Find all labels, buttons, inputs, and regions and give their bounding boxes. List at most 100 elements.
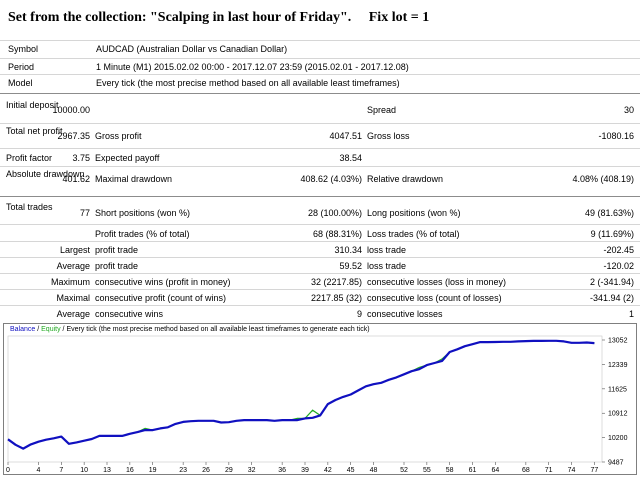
initial-deposit-value: 10000.00 [52, 105, 90, 115]
x-tick-label: 16 [126, 467, 134, 474]
total-trades-value: 77 [79, 208, 90, 218]
loss-trades-label: Loss trades (% of total) [367, 229, 460, 239]
plot-frame [7, 335, 603, 463]
gross-loss-label: Gross loss [367, 131, 410, 141]
avg-cons-losses-label: consecutive losses [367, 309, 443, 319]
y-tick-label: 10200 [608, 435, 628, 442]
x-tick-label: 23 [179, 467, 187, 474]
divider [0, 58, 640, 59]
profit-factor-value: 3.75 [72, 153, 90, 163]
model-label: Model [8, 78, 33, 88]
divider [0, 123, 640, 124]
long-positions-label: Long positions (won %) [367, 208, 461, 218]
report-title-text: Set from the collection: "Scalping in la… [8, 10, 352, 25]
y-tick-label: 11625 [608, 386, 627, 393]
largest-profit-value: 310.34 [334, 245, 362, 255]
initial-deposit-label: Initial deposit [6, 100, 59, 110]
y-tick-label: 9487 [608, 460, 624, 467]
average-loss-value: -120.02 [603, 261, 634, 271]
x-tick-label: 19 [149, 467, 157, 474]
legend-separator: / [35, 326, 42, 333]
divider [0, 166, 640, 167]
maximal-drawdown-value: 408.62 (4.03%) [300, 174, 362, 184]
gross-profit-value: 4047.51 [329, 131, 362, 141]
expected-payoff-value: 38.54 [339, 153, 362, 163]
expected-payoff-label: Expected payoff [95, 153, 160, 163]
x-tick-label: 26 [202, 467, 210, 474]
x-tick-label: 45 [347, 467, 355, 474]
relative-drawdown-label: Relative drawdown [367, 174, 444, 184]
x-tick-label: 48 [370, 467, 378, 474]
fix-lot-label: Fix lot = 1 [368, 10, 430, 25]
divider [0, 273, 640, 274]
average-profit-value: 59.52 [339, 261, 362, 271]
chart-legend: Balance / Equity / Every tick (the most … [10, 326, 370, 333]
period-value: 1 Minute (M1) 2015.02.02 00:00 - 2017.12… [96, 62, 409, 72]
gross-profit-label: Gross profit [95, 131, 142, 141]
avg-cons-wins-value: 9 [356, 309, 362, 319]
x-tick-label: 74 [568, 467, 576, 474]
max-cons-losses-value: 2 (-341.94) [589, 277, 634, 287]
profit-trades-label: Profit trades (% of total) [95, 229, 190, 239]
divider [0, 93, 640, 94]
largest-loss-value: -202.45 [603, 245, 634, 255]
average-label: Average [56, 261, 90, 271]
loss-trades-value: 9 (11.69%) [590, 229, 634, 239]
x-tick-label: 68 [522, 467, 530, 474]
divider [0, 241, 640, 242]
y-tick-label: 12339 [608, 362, 628, 369]
maximum-label: Maximum [50, 277, 90, 287]
legend-equity: Equity [41, 326, 61, 333]
balance-line [7, 339, 595, 450]
x-tick-label: 39 [301, 467, 309, 474]
period-label: Period [8, 62, 35, 72]
profit-factor-label: Profit factor [6, 153, 53, 163]
balance-chart: 13052 12339 11625 10912 10200 9487 0 4 7 10 13 16 19… [3, 323, 637, 475]
divider [0, 74, 640, 75]
largest-profit-label: profit trade [95, 245, 139, 255]
max-cons-wins-label: consecutive wins (profit in money) [95, 277, 231, 287]
x-tick-label: 7 [59, 467, 63, 474]
x-tick-label: 64 [491, 467, 499, 474]
total-trades-label: Total trades [6, 202, 53, 212]
average2-label: Average [56, 309, 90, 319]
divider [0, 257, 640, 258]
gross-loss-value: -1080.16 [598, 131, 634, 141]
profit-trades-value: 68 (88.31%) [312, 229, 362, 239]
maximal-cons-profit-label: consecutive profit (count of wins) [95, 293, 227, 303]
largest-label: Largest [59, 245, 90, 255]
total-net-profit-value: 2967.35 [57, 131, 90, 141]
spread-label: Spread [367, 105, 397, 115]
average-profit-label: profit trade [95, 261, 139, 271]
long-positions-value: 49 (81.63%) [584, 208, 634, 218]
model-value: Every tick (the most precise method base… [96, 78, 400, 88]
x-tick-label: 10 [80, 467, 88, 474]
x-tick-label: 71 [545, 467, 553, 474]
divider [0, 148, 640, 149]
x-tick-label: 32 [248, 467, 256, 474]
divider [0, 196, 640, 197]
absolute-drawdown-value: 401.62 [62, 174, 90, 184]
x-tick-label: 55 [423, 467, 431, 474]
divider [0, 305, 640, 306]
relative-drawdown-value: 4.08% (408.19) [572, 174, 634, 184]
x-tick-label: 61 [469, 467, 477, 474]
max-cons-wins-value: 32 (2217.85) [310, 277, 362, 287]
symbol-value: AUDCAD (Australian Dollar vs Canadian Do… [96, 44, 288, 54]
x-tick-label: 58 [446, 467, 454, 474]
y-tick-label: 10912 [608, 411, 628, 418]
max-cons-losses-label: consecutive losses (loss in money) [367, 277, 507, 287]
balance-chart-svg: 13052 12339 11625 10912 10200 9487 0 4 7 10 13 16 19… [6, 335, 628, 474]
short-positions-label: Short positions (won %) [95, 208, 191, 218]
average-loss-label: loss trade [367, 261, 407, 271]
absolute-drawdown-label: Absolute drawdown [6, 169, 85, 179]
legend-balance: Balance [10, 326, 36, 333]
equity-line [7, 340, 595, 450]
report-title: Set from the collection: "Scalping in la… [8, 10, 429, 26]
x-tick-label: 13 [103, 467, 111, 474]
symbol-label: Symbol [8, 44, 39, 54]
x-tick-label: 42 [324, 467, 332, 474]
maximal-drawdown-label: Maximal drawdown [95, 174, 173, 184]
largest-loss-label: loss trade [367, 245, 407, 255]
short-positions-value: 28 (100.00%) [307, 208, 362, 218]
